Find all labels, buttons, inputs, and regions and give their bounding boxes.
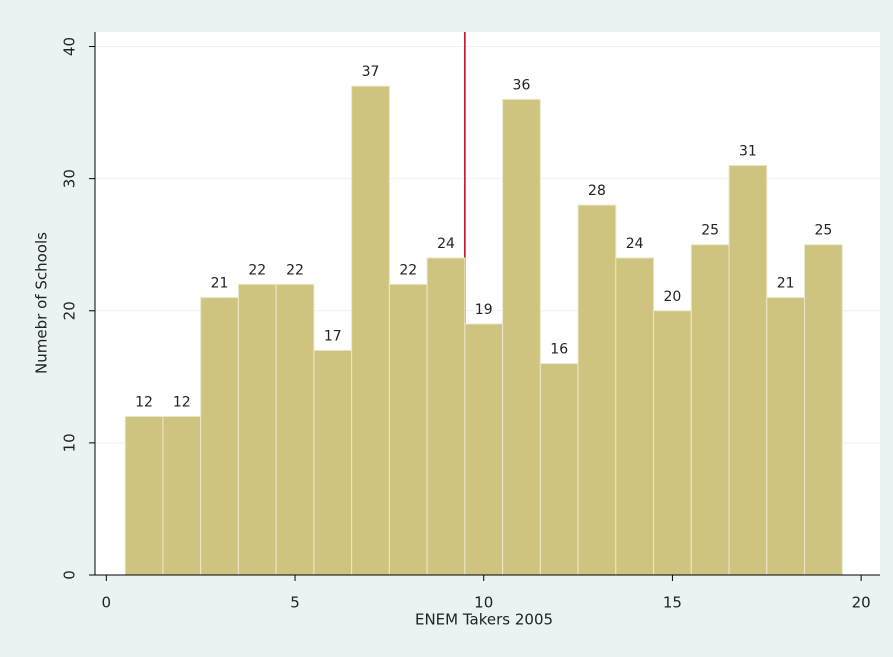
value-label: 25 — [701, 223, 719, 239]
value-label: 20 — [664, 289, 682, 305]
bar — [237, 283, 277, 576]
bar — [426, 257, 466, 576]
bar — [464, 323, 504, 576]
x-tick-label: 5 — [290, 594, 300, 612]
x-tick-label: 0 — [102, 594, 112, 612]
value-label: 36 — [513, 77, 531, 93]
bar — [124, 415, 164, 576]
y-tick-label: 40 — [61, 37, 79, 56]
bar — [766, 297, 806, 576]
bar — [162, 415, 202, 576]
value-label: 22 — [286, 262, 304, 278]
bar — [502, 98, 541, 576]
bar — [539, 363, 579, 576]
value-label: 22 — [248, 262, 266, 278]
bar — [804, 244, 843, 576]
value-label: 31 — [739, 143, 757, 159]
y-axis-label: Numebr of Schools — [33, 232, 51, 374]
y-tick-label: 20 — [61, 301, 79, 320]
value-label: 12 — [135, 394, 153, 410]
x-tick-label: 10 — [474, 594, 493, 612]
bar — [275, 283, 315, 576]
value-label: 24 — [437, 236, 455, 252]
value-label: 21 — [211, 276, 229, 292]
x-tick-label: 15 — [663, 594, 682, 612]
value-label: 28 — [588, 183, 606, 199]
value-label: 24 — [626, 236, 644, 252]
value-label: 16 — [550, 342, 568, 358]
x-axis-label: ENEM Takers 2005 — [415, 611, 553, 629]
y-tick-label: 10 — [61, 433, 79, 452]
bar — [351, 85, 390, 576]
bar — [388, 283, 428, 576]
y-tick-label: 0 — [61, 570, 79, 580]
bar — [577, 204, 617, 576]
value-label: 37 — [362, 64, 380, 80]
value-label: 19 — [475, 302, 493, 318]
bar — [200, 297, 239, 576]
value-label: 17 — [324, 328, 342, 344]
bar — [313, 349, 353, 576]
value-label: 25 — [814, 223, 832, 239]
bar — [615, 257, 655, 576]
value-label: 21 — [777, 276, 795, 292]
x-tick-label: 20 — [852, 594, 871, 612]
bar — [653, 310, 692, 576]
value-label: 22 — [399, 262, 417, 278]
bar — [728, 164, 768, 576]
value-label: 12 — [173, 394, 191, 410]
y-tick-label: 30 — [61, 169, 79, 188]
bar — [690, 244, 730, 576]
